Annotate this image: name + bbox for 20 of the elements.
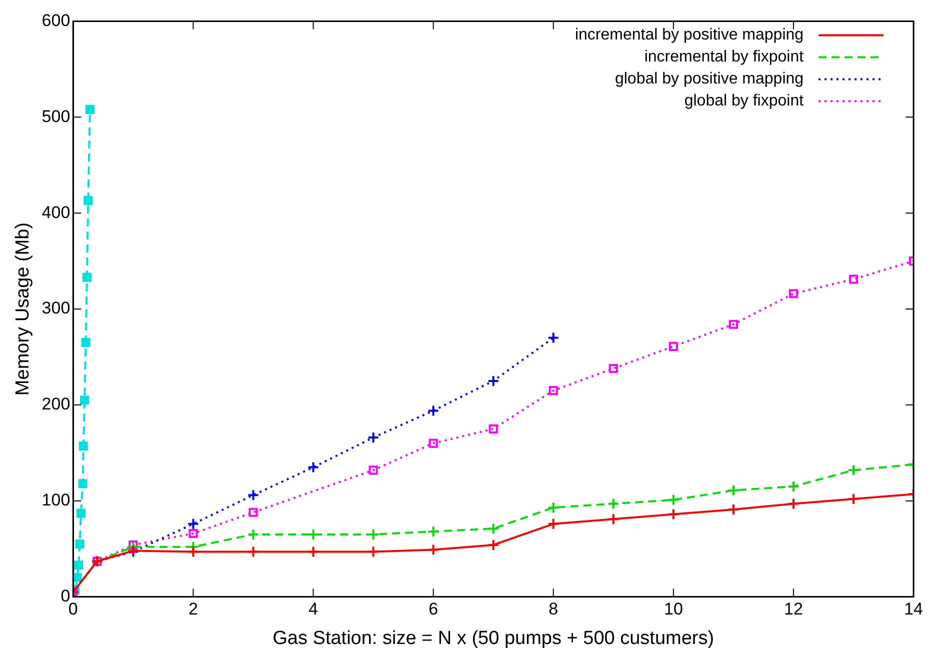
y-tick-label: 100 [42,490,70,510]
y-tick-label: 0 [60,586,70,606]
legend-label: incremental by positive mapping [574,26,804,44]
x-tick-label: 6 [428,600,438,619]
x-tick-label: 12 [784,600,803,619]
legend-label: incremental by fixpoint [644,48,804,66]
x-tick-label: 4 [308,600,318,619]
y-tick-label: 500 [42,106,70,126]
legend-label: global by positive mapping [614,70,804,88]
x-tick-label: 2 [188,600,198,619]
y-tick-label: 300 [42,298,70,318]
y-tick-label: 400 [42,202,70,222]
x-tick-label: 8 [548,600,558,619]
x-tick-label: 10 [664,600,683,619]
y-tick-label: 600 [42,10,70,30]
y-axis-title: Memory Usage (Mb) [12,222,34,396]
y-tick-label: 200 [42,394,70,414]
x-axis-title: Gas Station: size = N x (50 pumps + 500 custumers) [272,628,714,649]
x-tick-label: 14 [904,600,924,619]
legend-label: global by fixpoint [684,92,804,110]
